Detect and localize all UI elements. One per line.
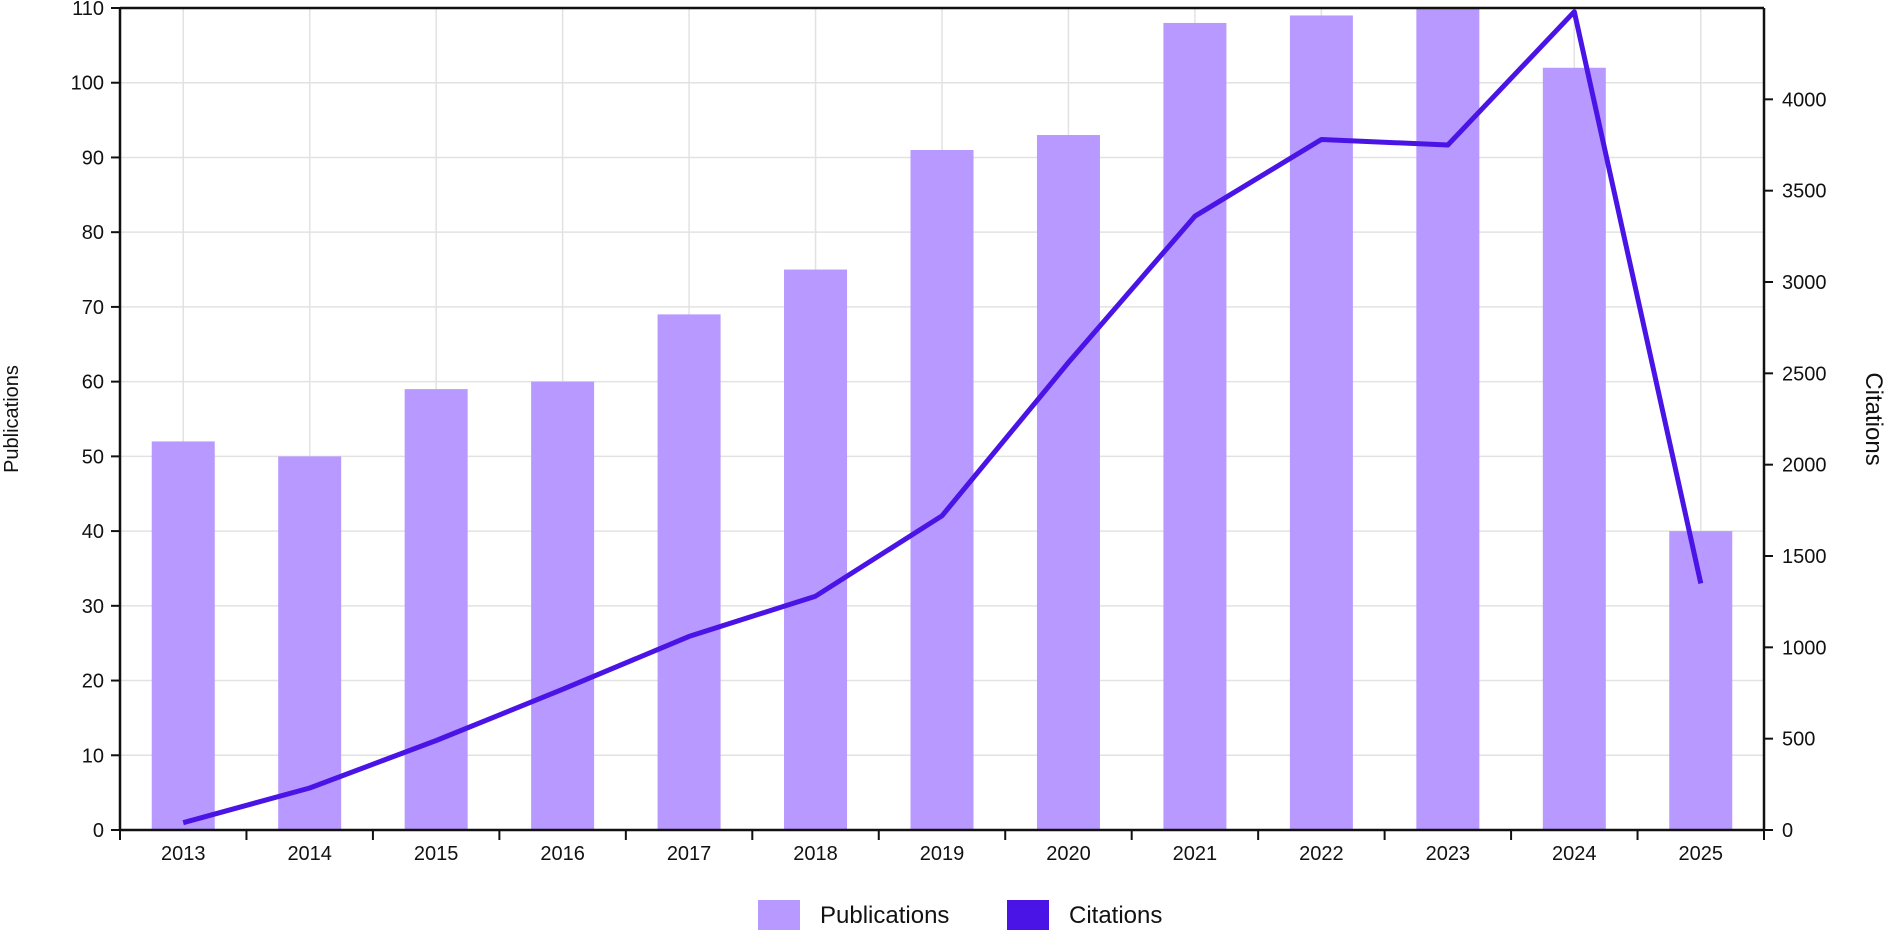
y-tick-label: 30 (82, 596, 104, 618)
x-tick-label: 2015 (414, 843, 459, 865)
x-tick-label: 2016 (540, 843, 585, 865)
bar-publications-2016 (531, 382, 594, 830)
x-tick-label: 2014 (287, 843, 332, 865)
x-tick-label: 2018 (793, 843, 838, 865)
y-tick-label: 0 (93, 820, 104, 842)
x-tick-label: 2019 (920, 843, 965, 865)
y2-tick-label: 3500 (1782, 181, 1827, 203)
y-tick-label: 40 (82, 521, 104, 543)
bar-publications-2020 (1037, 135, 1100, 830)
y2-tick-label: 0 (1782, 820, 1793, 842)
y-tick-label: 60 (82, 372, 104, 394)
bar-publications-2014 (278, 456, 341, 830)
y2-tick-label: 2500 (1782, 363, 1827, 385)
bar-publications-2024 (1543, 68, 1606, 830)
x-tick-label: 2017 (667, 843, 712, 865)
bar-publications-2017 (658, 314, 721, 830)
legend-label-citations: Citations (1069, 902, 1162, 929)
bar-publications-2013 (152, 441, 215, 830)
bar-publications-2021 (1163, 23, 1226, 830)
x-tick-label: 2013 (161, 843, 206, 865)
y-tick-label: 70 (82, 297, 104, 319)
y-tick-label: 90 (82, 147, 104, 169)
bar-publications-2015 (405, 389, 468, 830)
y2-tick-label: 1500 (1782, 546, 1827, 568)
y2-axis-title: Citations (1860, 372, 1887, 465)
y2-tick-label: 1000 (1782, 637, 1827, 659)
x-tick-label: 2020 (1046, 843, 1091, 865)
legend-label-publications: Publications (820, 902, 949, 929)
legend: Publications Citations (758, 900, 1162, 930)
x-tick-label: 2025 (1679, 843, 1724, 865)
bar-publications-2018 (784, 270, 847, 830)
y2-tick-label: 3000 (1782, 272, 1827, 294)
x-tick-label: 2022 (1299, 843, 1344, 865)
x-tick-label: 2024 (1552, 843, 1597, 865)
y-tick-label: 20 (82, 671, 104, 693)
y-tick-label: 10 (82, 745, 104, 767)
y-tick-label: 50 (82, 446, 104, 468)
bar-publications-2023 (1416, 8, 1479, 830)
x-tick-label: 2021 (1173, 843, 1218, 865)
y-tick-label: 110 (72, 0, 104, 20)
legend-swatch-publications (758, 900, 800, 930)
y-tick-label: 100 (71, 73, 104, 95)
legend-swatch-citations (1007, 900, 1049, 930)
x-tick-label: 2023 (1426, 843, 1471, 865)
y2-tick-label: 500 (1782, 729, 1815, 751)
y-tick-label: 80 (82, 222, 104, 244)
y2-tick-label: 2000 (1782, 455, 1827, 477)
y2-tick-label: 4000 (1782, 89, 1827, 111)
y-axis-title: Publications (1, 365, 23, 473)
